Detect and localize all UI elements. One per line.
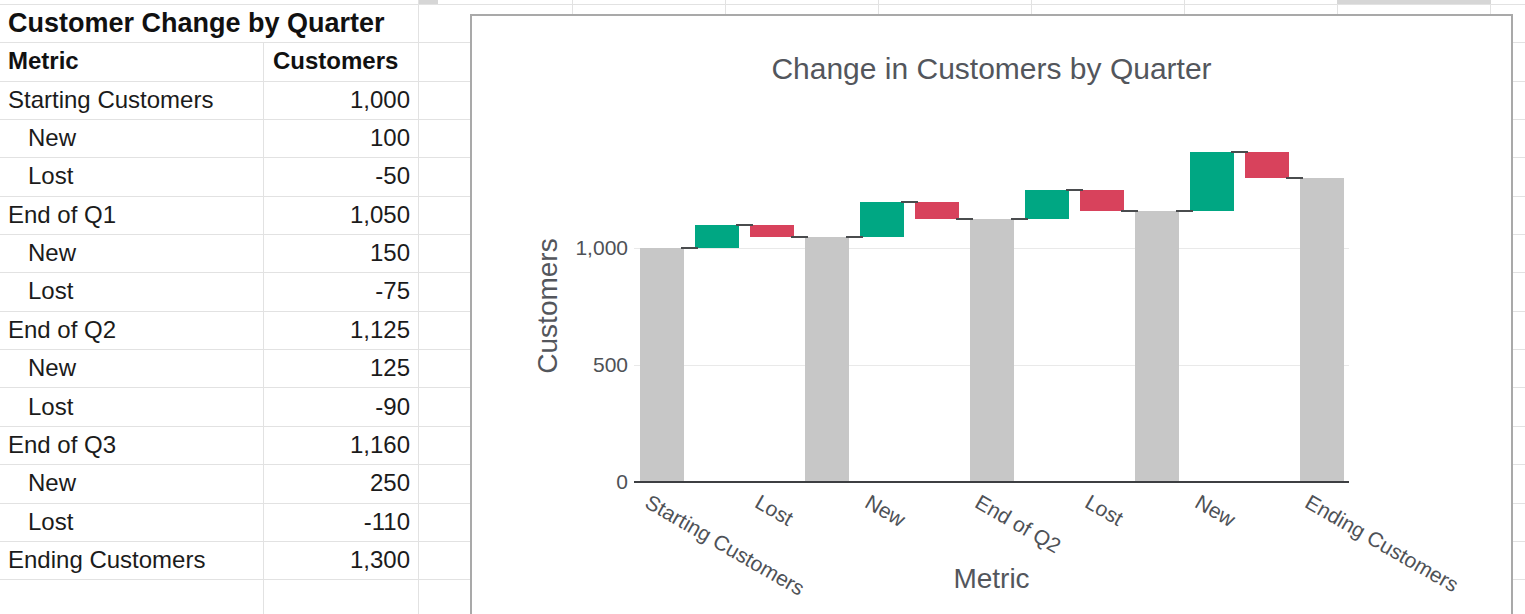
connector-line bbox=[901, 201, 918, 203]
value-cell[interactable]: 150 bbox=[263, 234, 418, 272]
connector-line bbox=[681, 247, 698, 249]
x-tick-label: Lost bbox=[751, 490, 797, 531]
value-cell[interactable]: -90 bbox=[263, 388, 418, 426]
value-cell[interactable]: 125 bbox=[263, 349, 418, 387]
y-tick-label: 0 bbox=[472, 469, 628, 495]
connector-line bbox=[1286, 177, 1303, 179]
column-gridline bbox=[878, 0, 879, 14]
column-gridline bbox=[1031, 0, 1032, 14]
waterfall-bar[interactable] bbox=[1245, 152, 1289, 178]
connector-line bbox=[1011, 218, 1028, 220]
value-cell[interactable]: 1,050 bbox=[263, 196, 418, 234]
waterfall-bar[interactable] bbox=[805, 237, 849, 482]
waterfall-bar[interactable] bbox=[640, 248, 684, 482]
metric-cell[interactable]: Lost bbox=[0, 272, 263, 310]
table-row: Lost-110 bbox=[0, 503, 470, 541]
waterfall-bar[interactable] bbox=[1025, 190, 1069, 219]
column-gridline bbox=[572, 0, 573, 14]
metric-cell[interactable]: End of Q2 bbox=[0, 311, 263, 349]
table-row: Starting Customers1,000 bbox=[0, 81, 470, 119]
value-cell[interactable]: -110 bbox=[263, 503, 418, 541]
metric-cell[interactable]: End of Q1 bbox=[0, 196, 263, 234]
waterfall-bar[interactable] bbox=[695, 225, 739, 248]
metric-cell[interactable]: End of Q3 bbox=[0, 426, 263, 464]
waterfall-bar[interactable] bbox=[750, 225, 794, 237]
x-tick-label: Lost bbox=[1081, 490, 1127, 531]
metric-cell[interactable]: Starting Customers bbox=[0, 81, 263, 119]
value-cell[interactable]: 1,300 bbox=[263, 541, 418, 579]
connector-line bbox=[956, 218, 973, 220]
table-row: End of Q31,160 bbox=[0, 426, 470, 464]
metric-cell[interactable]: Lost bbox=[0, 388, 263, 426]
metric-cell[interactable]: New bbox=[0, 119, 263, 157]
table-row: New125 bbox=[0, 349, 470, 387]
metric-cell[interactable]: Ending Customers bbox=[0, 541, 263, 579]
x-tick-label: New bbox=[861, 490, 909, 532]
value-cell[interactable]: 1,160 bbox=[263, 426, 418, 464]
connector-line bbox=[1176, 210, 1193, 212]
table-row: End of Q11,050 bbox=[0, 196, 470, 234]
value-cell[interactable]: -75 bbox=[263, 272, 418, 310]
table-row: New150 bbox=[0, 234, 470, 272]
table-row: Lost-50 bbox=[0, 157, 470, 195]
value-cell[interactable]: 250 bbox=[263, 464, 418, 502]
x-axis-line bbox=[634, 481, 1349, 483]
x-tick-label: New bbox=[1191, 490, 1239, 532]
connector-line bbox=[1231, 151, 1248, 153]
x-tick-label: Ending Customers bbox=[1301, 490, 1463, 597]
metric-cell[interactable]: Lost bbox=[0, 157, 263, 195]
column-gridline bbox=[1184, 0, 1185, 14]
waterfall-bar[interactable] bbox=[915, 202, 959, 220]
connector-line bbox=[1066, 189, 1083, 191]
waterfall-bar[interactable] bbox=[1300, 178, 1344, 482]
waterfall-bar[interactable] bbox=[1135, 211, 1179, 482]
row-gridlines-right bbox=[1513, 4, 1525, 614]
table-title-cell[interactable]: Customer Change by Quarter bbox=[0, 4, 385, 42]
y-tick-label: 500 bbox=[472, 352, 628, 378]
waterfall-bar[interactable] bbox=[1080, 190, 1124, 211]
waterfall-bar[interactable] bbox=[1190, 152, 1234, 210]
table-row: End of Q21,125 bbox=[0, 311, 470, 349]
metric-cell[interactable]: New bbox=[0, 464, 263, 502]
waterfall-bar[interactable] bbox=[860, 202, 904, 237]
metric-cell[interactable]: Lost bbox=[0, 503, 263, 541]
waterfall-chart: 05001,000Starting CustomersLostNewEnd of… bbox=[472, 16, 1511, 614]
y-tick-label: 1,000 bbox=[472, 235, 628, 261]
connector-line bbox=[846, 236, 863, 238]
value-cell[interactable]: 1,000 bbox=[263, 81, 418, 119]
filled-cell-sliver bbox=[1337, 0, 1491, 4]
connector-line bbox=[1121, 210, 1138, 212]
chart-frame[interactable]: Change in Customers by Quarter Customers… bbox=[470, 14, 1513, 614]
table-row: New250 bbox=[0, 464, 470, 502]
table-row: New100 bbox=[0, 119, 470, 157]
customers-header-cell[interactable]: Customers bbox=[263, 42, 418, 80]
value-cell[interactable]: 100 bbox=[263, 119, 418, 157]
waterfall-bar[interactable] bbox=[970, 219, 1014, 482]
spreadsheet: Customer Change by Quarter Metric Custom… bbox=[0, 0, 1525, 614]
value-cell[interactable]: -50 bbox=[263, 157, 418, 195]
table-row: Lost-75 bbox=[0, 272, 470, 310]
metric-cell[interactable]: New bbox=[0, 234, 263, 272]
table-title-row: Customer Change by Quarter bbox=[0, 4, 470, 42]
x-tick-label: End of Q2 bbox=[971, 490, 1065, 558]
column-gridline bbox=[725, 0, 726, 14]
table-header-row: Metric Customers bbox=[0, 42, 470, 80]
metric-cell[interactable]: New bbox=[0, 349, 263, 387]
table-row: Ending Customers1,300 bbox=[0, 541, 470, 579]
metric-header-cell[interactable]: Metric bbox=[0, 42, 263, 80]
table-row: Lost-90 bbox=[0, 388, 470, 426]
connector-line bbox=[736, 224, 753, 226]
connector-line bbox=[791, 236, 808, 238]
value-cell[interactable]: 1,125 bbox=[263, 311, 418, 349]
row-gridline-top bbox=[470, 4, 1513, 5]
